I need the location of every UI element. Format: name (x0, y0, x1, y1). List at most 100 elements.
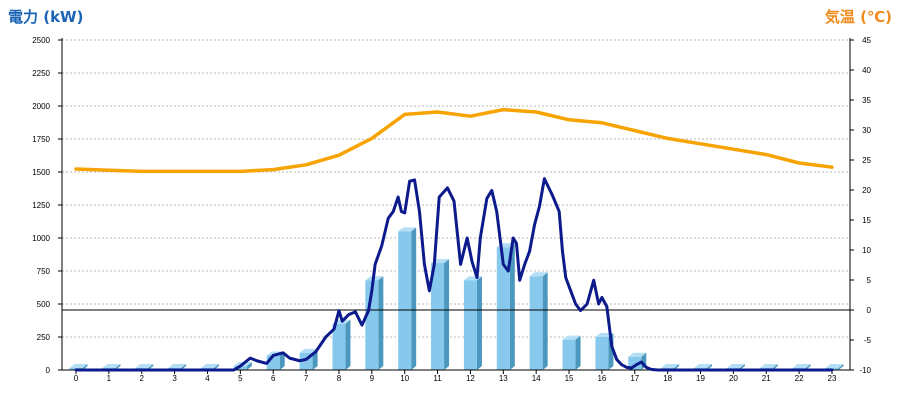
right-tick-label: 40 (862, 66, 871, 75)
right-tick-labels: -10 -5 0 5 10 15 20 25 30 35 40 45 (850, 36, 872, 375)
x-tick-label: 6 (271, 374, 276, 383)
right-tick-label: 20 (862, 186, 871, 195)
right-tick-label: -10 (859, 366, 871, 375)
x-tick-label: 23 (828, 374, 837, 383)
left-tick-label: 1250 (32, 201, 50, 210)
bar-top (825, 364, 844, 368)
bar-top (792, 364, 811, 368)
left-tick-label: 250 (37, 333, 51, 342)
hourly-bar (463, 276, 482, 370)
bar-top (168, 364, 187, 368)
bar-side (509, 243, 515, 370)
x-tick-label: 14 (532, 374, 541, 383)
bar-front (562, 339, 576, 370)
bar-top (628, 352, 647, 357)
bar-side (378, 276, 384, 370)
right-tick-label: 5 (867, 276, 872, 285)
bar-side (246, 362, 252, 370)
grid-lines (62, 39, 850, 338)
x-tick-label: 18 (663, 374, 672, 383)
bar-top (102, 364, 121, 368)
hourly-bar (562, 335, 581, 370)
x-tick-label: 8 (337, 374, 342, 383)
bar-front (332, 323, 346, 370)
bar-side (476, 276, 482, 370)
right-tick-label: 35 (862, 96, 871, 105)
left-tick-label: 1500 (32, 168, 50, 177)
bar-side (411, 227, 417, 370)
left-tick-labels: 0 250 500 750 1000 1250 1500 1750 2000 2250 2500 (32, 36, 62, 375)
bar-top (529, 272, 548, 277)
left-tick-label: 1000 (32, 234, 50, 243)
right-tick-label: 10 (862, 246, 871, 255)
left-tick-label: 2000 (32, 102, 50, 111)
left-tick-label: 2250 (32, 69, 50, 78)
bar-top (726, 364, 745, 368)
bar-top (299, 348, 318, 353)
x-tick-label: 4 (205, 374, 210, 383)
bar-top (398, 227, 417, 232)
temperature-series-line (74, 107, 834, 174)
bar-front (496, 247, 510, 370)
right-tick-label: 30 (862, 126, 871, 135)
x-tick-label: 15 (565, 374, 574, 383)
hourly-bar (529, 272, 548, 370)
bar-top (69, 364, 88, 368)
x-tick-label: 9 (370, 374, 375, 383)
right-tick-label: 15 (862, 216, 871, 225)
power-series-line (74, 177, 834, 372)
bar-top (135, 364, 154, 368)
x-tick-label: 2 (140, 374, 145, 383)
bar-side (345, 319, 351, 370)
bar-front (398, 231, 412, 370)
left-tick-label: 500 (37, 300, 51, 309)
right-tick-label: 45 (862, 36, 871, 45)
bar-side (542, 272, 548, 370)
left-axis-title: 電力 (kW) (8, 8, 84, 26)
bar-top (562, 335, 581, 340)
x-tick-label: 10 (400, 374, 409, 383)
left-tick-label: 1750 (32, 135, 50, 144)
x-tick-label: 19 (696, 374, 705, 383)
hourly-bar (365, 276, 384, 370)
left-tick-label: 2500 (32, 36, 50, 45)
x-tick-label: 22 (795, 374, 804, 383)
bar-top (200, 364, 219, 368)
bar-front (233, 366, 247, 370)
bar-side (279, 351, 285, 370)
hourly-bar (431, 259, 450, 370)
hourly-bars (69, 227, 844, 370)
right-tick-label: -5 (864, 336, 872, 345)
x-tick-label: 20 (729, 374, 738, 383)
bar-front (529, 276, 543, 370)
bar-top (759, 364, 778, 368)
bar-side (838, 364, 844, 370)
bar-side (444, 259, 450, 370)
hourly-bar (496, 243, 515, 370)
bar-front (431, 263, 445, 370)
left-tick-label: 750 (37, 267, 51, 276)
x-tick-label: 0 (74, 374, 79, 383)
right-tick-label: 0 (867, 306, 872, 315)
bar-side (575, 335, 581, 370)
x-tick-label: 3 (172, 374, 177, 383)
x-tick-label: 16 (597, 374, 606, 383)
x-tick-label: 12 (466, 374, 475, 383)
x-tick-labels: 0 1 2 3 4 5 6 7 8 9 10 11 12 13 14 15 16 17 18 19 20 21 22 23 (74, 370, 837, 383)
x-tick-label: 17 (630, 374, 639, 383)
x-tick-label: 11 (433, 374, 442, 383)
left-tick-label: 0 (46, 366, 51, 375)
x-tick-label: 1 (107, 374, 112, 383)
hourly-bar (398, 227, 417, 370)
x-tick-label: 13 (499, 374, 508, 383)
x-tick-label: 21 (762, 374, 771, 383)
bar-front (463, 280, 477, 370)
bar-top (694, 364, 713, 368)
right-axis-title: 気温 (℃) (824, 8, 892, 26)
bar-front (595, 337, 609, 370)
bar-top (661, 364, 680, 368)
x-tick-label: 7 (304, 374, 309, 383)
x-tick-label: 5 (238, 374, 243, 383)
